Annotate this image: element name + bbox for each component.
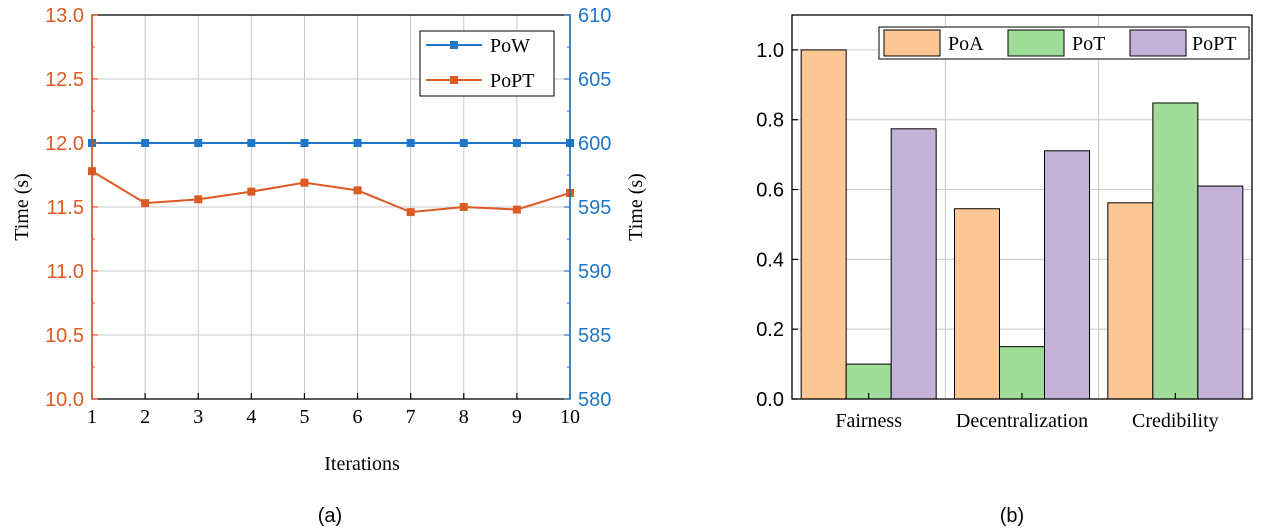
series-point-popt <box>247 187 256 196</box>
panel-a-x-tick-label: 2 <box>140 406 150 428</box>
series-point-pow <box>353 139 362 147</box>
legend-poa-label: PoA <box>948 33 984 55</box>
panel-a-caption: (a) <box>318 505 342 527</box>
bar-popt-credibility <box>1197 185 1244 400</box>
panel-a-left-tick-label: 12.5 <box>45 69 84 91</box>
panel-a-ticks <box>91 14 571 400</box>
series-point-popt <box>406 208 415 217</box>
panel-a-x-tick-label: 8 <box>459 406 469 428</box>
panel-b-y-tick-label: 0.8 <box>756 110 784 132</box>
legend-pow-marker <box>450 41 458 49</box>
panel-a-right-tick-label: 605 <box>578 69 611 91</box>
series-point-popt <box>141 199 150 208</box>
series-point-popt <box>300 178 309 187</box>
panel-b-y-tick-label: 0.2 <box>756 319 784 341</box>
panel-a-right-tick-label: 580 <box>578 389 611 411</box>
series-point-pow <box>247 139 256 147</box>
panel-a-right-y-axis-label: Time (s) <box>625 173 647 241</box>
panel-a-right-tick-label: 595 <box>578 197 611 219</box>
series-point-popt <box>512 205 521 214</box>
bar-popt-fairness <box>890 128 937 400</box>
bar-poa-fairness <box>800 49 847 400</box>
legend-pot-swatch <box>1007 29 1065 57</box>
panel-a-series-markers <box>88 139 574 217</box>
legend-popt-label: PoPT <box>490 70 534 92</box>
series-point-pow <box>406 139 415 147</box>
panel-a-series-lines <box>91 142 571 214</box>
legend-popt-swatch <box>1129 29 1187 57</box>
series-point-popt <box>194 195 203 204</box>
panel-a-x-tick-label: 4 <box>246 406 256 428</box>
panel-b-ticks <box>792 49 1176 400</box>
series-point-pow <box>194 139 203 147</box>
legend-pot-label: PoT <box>1072 33 1105 55</box>
panel-b-x-tick-label: Fairness <box>835 410 902 432</box>
panel-a-left-tick-label: 10.5 <box>45 325 84 347</box>
panel-a-left-tick-label: 11.5 <box>47 197 84 219</box>
panel-a-legend-box <box>419 30 555 97</box>
panel-a-line-chart: 1 2 3 4 5 6 7 8 9 10 10.0 10.5 11.0 11.5 12.0 12.5 13.0 5… <box>11 5 647 527</box>
panel-b-y-tick-label: 1.0 <box>756 40 784 62</box>
bar-popt-decentralization <box>1044 150 1090 400</box>
panel-b-bar-chart: 0.0 0.2 0.4 0.6 0.8 1.0 Fairness Decentralizati… <box>756 14 1253 527</box>
legend-popt-marker <box>450 76 458 84</box>
panel-a-left-tick-label: 12.0 <box>45 133 84 155</box>
bar-poa-decentralization <box>954 208 1000 400</box>
panel-b-y-tick-label: 0.0 <box>756 389 784 411</box>
panel-b-legend: PoA PoT PoPT <box>878 26 1250 60</box>
panel-a-tick-labels: 1 2 3 4 5 6 7 8 9 10 10.0 10.5 11.0 11.5 12.0 12.5 13.0 5… <box>45 5 611 428</box>
panel-a-left-tick-label: 11.0 <box>47 261 84 283</box>
panel-b-y-tick-label: 0.4 <box>756 249 784 271</box>
series-point-pow <box>512 139 521 147</box>
panel-b-bars <box>800 49 1244 400</box>
panel-a-x-tick-label: 7 <box>406 406 416 428</box>
panel-b-y-tick-label: 0.6 <box>756 180 784 202</box>
panel-a-right-tick-label: 600 <box>578 133 611 155</box>
panel-a-x-tick-label: 10 <box>560 406 580 428</box>
panel-a-right-tick-label: 585 <box>578 325 611 347</box>
panel-a-left-tick-label: 13.0 <box>45 5 84 27</box>
panel-b-tick-labels: 0.0 0.2 0.4 0.6 0.8 1.0 Fairness Decentralizati… <box>756 40 1218 432</box>
bar-pot-decentralization <box>999 346 1045 400</box>
panel-b-x-tick-label: Decentralization <box>956 410 1088 432</box>
bar-pot-credibility <box>1152 102 1199 400</box>
panel-a-legend: PoW PoPT <box>419 30 555 97</box>
panel-a-x-tick-label: 6 <box>353 406 363 428</box>
legend-popt-bar-label: PoPT <box>1192 33 1236 55</box>
series-point-popt <box>353 186 362 195</box>
panel-a-x-tick-label: 1 <box>87 406 97 428</box>
legend-pow-label: PoW <box>490 35 530 57</box>
series-line-popt <box>91 170 571 214</box>
panel-a-left-tick-label: 10.0 <box>45 389 84 411</box>
bar-poa-credibility <box>1107 202 1154 400</box>
series-point-pow <box>459 139 468 147</box>
panel-a-left-y-axis-label: Time (s) <box>11 173 33 241</box>
panel-a-x-tick-label: 9 <box>512 406 522 428</box>
panel-a-x-axis-label: Iterations <box>324 453 400 475</box>
panel-b-caption: (b) <box>1000 505 1024 527</box>
legend-poa-swatch <box>883 29 941 57</box>
panel-a-right-tick-label: 610 <box>578 5 611 27</box>
bar-pot-fairness <box>845 363 892 400</box>
panel-a-right-tick-label: 590 <box>578 261 611 283</box>
panel-b-x-tick-label: Credibility <box>1132 410 1219 432</box>
panel-a-x-tick-label: 5 <box>299 406 309 428</box>
series-point-pow <box>141 139 150 147</box>
series-point-popt <box>459 203 468 211</box>
series-point-pow <box>300 139 309 147</box>
panel-a-x-tick-label: 3 <box>193 406 203 428</box>
